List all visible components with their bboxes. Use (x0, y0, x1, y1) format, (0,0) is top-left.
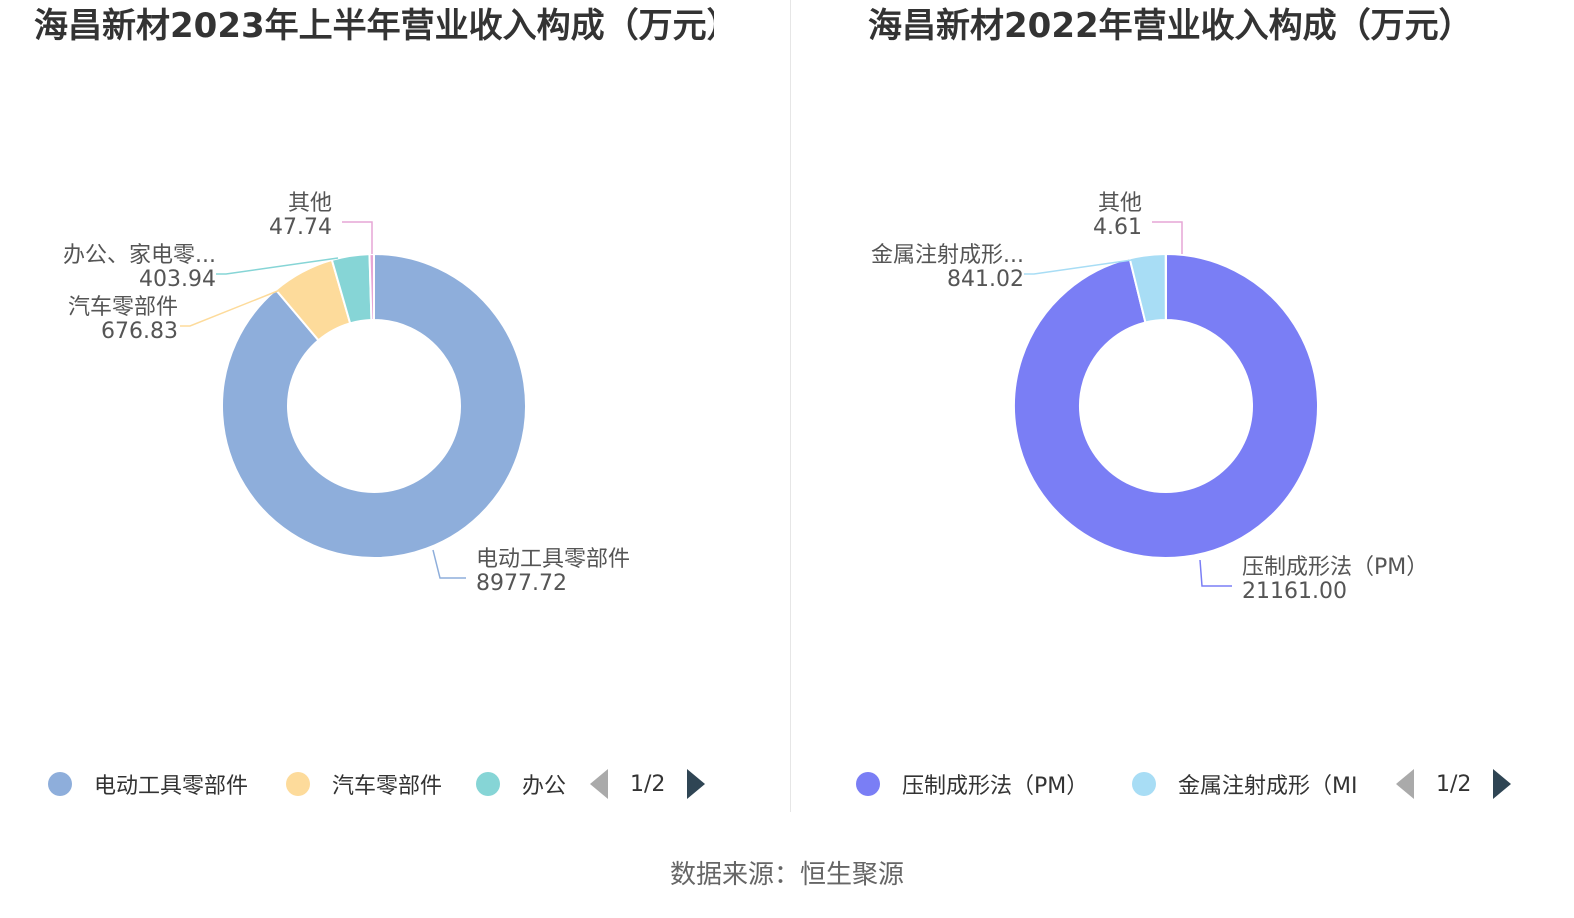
legend-page-indicator: 1/2 (630, 771, 666, 797)
slice-name-label: 压制成形法（PM） (1242, 555, 1428, 580)
legend-item[interactable]: 压制成形法（PM） (856, 764, 1088, 804)
chart-panel-2022: 海昌新材2022年营业收入构成（万元） 压制成形法（PM） 21161.00 金属注… (792, 0, 1574, 812)
legend-dot (48, 772, 72, 796)
chart-title: 海昌新材2023年上半年营业收入构成（万元） (34, 6, 714, 46)
label-leader-line (1199, 559, 1232, 587)
slice-name-label: 电动工具零部件 (476, 547, 630, 572)
legend-item[interactable]: 金属注射成形（MI (1132, 764, 1376, 804)
legend-dot (286, 772, 310, 796)
legend-dot (856, 772, 880, 796)
legend-page-indicator: 1/2 (1436, 771, 1472, 797)
label-leader-line (342, 221, 373, 254)
chart-panel-2023h1: 海昌新材2023年上半年营业收入构成（万元） 电动工具零部件 8977.72 汽车零… (0, 0, 787, 812)
label-leader-line (1024, 257, 1147, 275)
slice-name-label: 办公、家电零... (63, 243, 216, 268)
chart-title: 海昌新材2022年营业收入构成（万元） (868, 6, 1473, 46)
label-leader-line (432, 549, 466, 579)
chevron-right-icon[interactable] (1493, 769, 1512, 799)
legend-item[interactable]: 办公 (476, 764, 566, 804)
legend-dot (476, 772, 500, 796)
slice-value-label: 841.02 (947, 267, 1024, 292)
slice-value-label: 8977.72 (476, 571, 567, 596)
slice-name-label: 金属注射成形... (871, 243, 1024, 268)
pie-slice[interactable] (368, 252, 375, 322)
legend-item[interactable]: 汽车零部件 (286, 764, 442, 804)
slice-value-label: 47.74 (269, 215, 332, 240)
slice-value-label: 4.61 (1093, 215, 1142, 240)
legend-dot (1132, 772, 1156, 796)
legend-label: 电动工具零部件 (94, 774, 249, 799)
pie-slice[interactable] (1013, 252, 1319, 559)
donut-chart: 压制成形法（PM）21161.00 金属注射成形...841.02 其他4.61 (871, 191, 1428, 604)
legend: 压制成形法（PM） 金属注射成形（MI 1/2 (792, 764, 1574, 804)
legend-label: 压制成形法（PM） (902, 774, 1089, 799)
slice-value-label: 21161.00 (1242, 579, 1347, 604)
chevron-left-icon[interactable] (1396, 769, 1414, 799)
legend-pager: 1/2 (590, 764, 706, 804)
chevron-right-icon[interactable] (687, 769, 706, 799)
legend: 电动工具零部件 汽车零部件 办公 1/2 (0, 764, 787, 804)
legend-label: 汽车零部件 (332, 774, 443, 799)
slice-name-label: 其他 (1098, 191, 1142, 216)
slice-name-label: 汽车零部件 (68, 295, 178, 320)
slice-value-label: 676.83 (101, 319, 178, 344)
slice-name-label: 其他 (288, 191, 332, 216)
slice-value-label: 403.94 (139, 267, 216, 292)
legend-pager: 1/2 (1396, 764, 1512, 804)
legend-item[interactable]: 电动工具零部件 (48, 764, 248, 804)
legend-label: 金属注射成形（MI (1178, 774, 1358, 799)
data-source: 数据来源：恒生聚源 (669, 860, 904, 890)
chevron-left-icon[interactable] (590, 769, 608, 799)
label-leader-line (180, 289, 281, 327)
pie-slice[interactable] (221, 252, 527, 559)
legend-label: 办公 (522, 774, 567, 799)
label-leader-line (216, 257, 339, 275)
label-leader-line (1152, 221, 1183, 254)
panel-divider (790, 0, 791, 812)
